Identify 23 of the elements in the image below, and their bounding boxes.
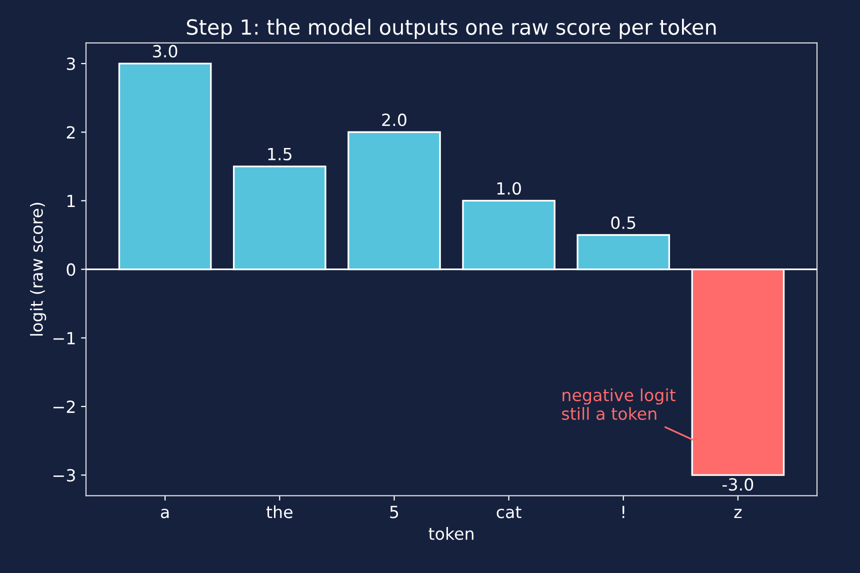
y-tick-label: −3	[53, 469, 75, 482]
x-tick-label: the	[266, 505, 292, 518]
data-label: 2.0	[382, 114, 406, 126]
data-label: 1.5	[268, 148, 292, 160]
chart-title: Step 1: the model outputs one raw score per token	[186, 18, 716, 39]
annotation: negative logit still a token	[562, 388, 676, 420]
y-tick-label: 1	[68, 194, 75, 208]
y-tick-label: −2	[53, 400, 75, 413]
y-tick-label: 2	[66, 126, 75, 138]
x-tick-label: a	[160, 508, 169, 518]
y-tick-label: 3	[66, 58, 75, 70]
x-tick-label: cat	[496, 506, 522, 518]
x-tick-label: z	[734, 508, 742, 518]
x-tick-label: 5	[390, 506, 398, 518]
data-label: 1.0	[497, 182, 521, 195]
x-axis-title: token	[428, 527, 474, 540]
y-tick-label: 0	[66, 263, 76, 276]
x-tick-label: !	[622, 506, 624, 518]
data-label: -3.0	[722, 478, 754, 491]
y-tick-label: −1	[53, 332, 75, 344]
data-label: 3.0	[153, 44, 178, 58]
y-axis-title: logit (raw score)	[30, 202, 46, 336]
data-label: 0.5	[611, 216, 636, 230]
